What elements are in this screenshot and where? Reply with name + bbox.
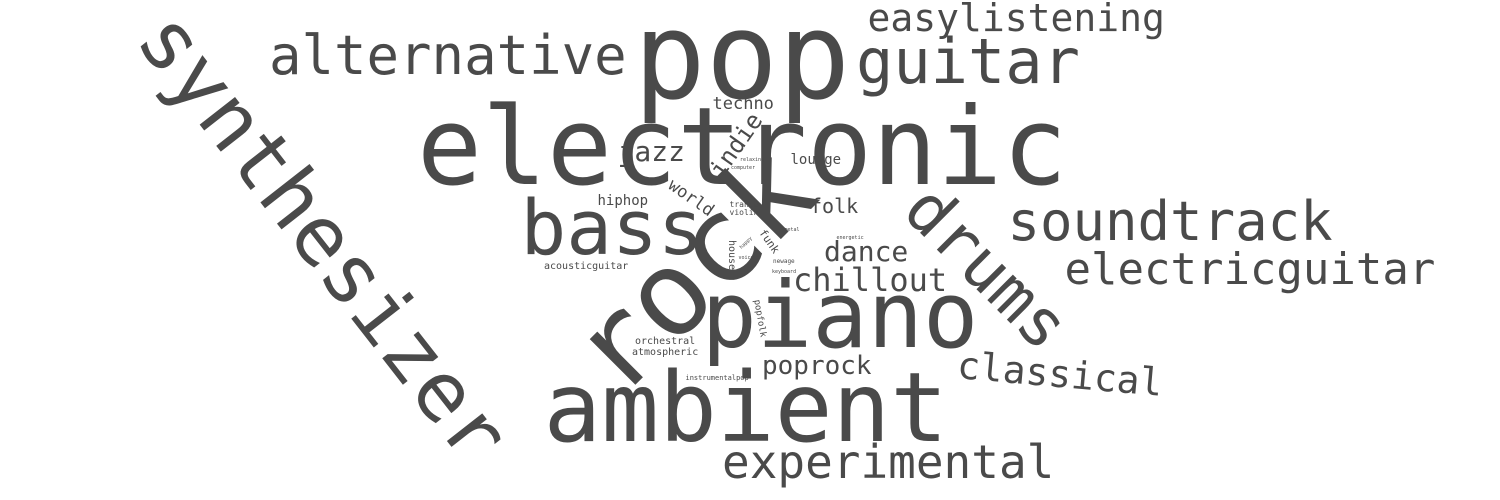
word-keyboard: keyboard bbox=[772, 268, 797, 275]
word-alternative: alternative bbox=[269, 24, 627, 87]
word-trance: trance bbox=[729, 200, 759, 209]
word-easylistening: easylistening bbox=[867, 0, 1165, 40]
word-dance: dance bbox=[824, 235, 909, 268]
word-electricguitar: electricguitar bbox=[1064, 244, 1436, 295]
word-bass: bass bbox=[520, 183, 704, 272]
word-classical: classical bbox=[955, 343, 1165, 405]
word-instrumentalpop: instrumentalpop bbox=[685, 373, 749, 382]
word-violin: violin bbox=[729, 208, 759, 217]
word-experimental: experimental bbox=[722, 435, 1055, 489]
word-energetic: energetic bbox=[836, 234, 864, 241]
word-acousticguitar: acousticguitar bbox=[544, 261, 629, 272]
word-folk: folk bbox=[810, 194, 859, 218]
word-orchestral: orchestral bbox=[635, 336, 696, 347]
word-techno: techno bbox=[712, 93, 774, 114]
word-soundtrack: soundtrack bbox=[1007, 190, 1333, 253]
word-voice: voice bbox=[738, 254, 754, 261]
word-lounge: lounge bbox=[790, 152, 842, 168]
word-relaxing: relaxing bbox=[740, 156, 765, 163]
word-ambient: ambient bbox=[543, 352, 949, 464]
word-chillout: chillout bbox=[793, 261, 948, 299]
word-atmospheric: atmospheric bbox=[632, 347, 699, 358]
word-jazz: jazz bbox=[617, 135, 685, 168]
word-newage: newage bbox=[773, 258, 795, 265]
word-computer: computer bbox=[731, 164, 756, 171]
word-piano: piano bbox=[701, 262, 979, 369]
word-pop: pop bbox=[633, 0, 851, 127]
word-metal: metal bbox=[784, 226, 800, 233]
word-guitar: guitar bbox=[856, 25, 1080, 98]
word-hiphop: hiphop bbox=[597, 193, 649, 209]
word-electronic: electronic bbox=[417, 85, 1068, 210]
word-house: house bbox=[726, 239, 738, 271]
word-poprock: poprock bbox=[762, 351, 872, 381]
